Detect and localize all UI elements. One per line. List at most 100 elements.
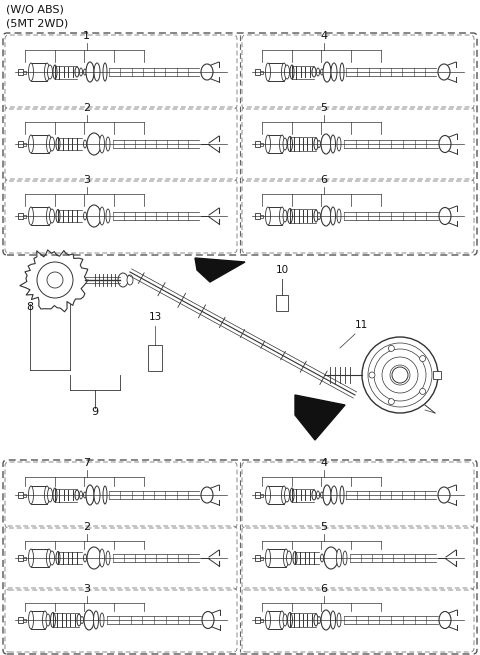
Ellipse shape xyxy=(201,487,213,503)
Bar xyxy=(23,493,26,496)
Ellipse shape xyxy=(49,209,55,223)
Bar xyxy=(23,618,26,622)
Ellipse shape xyxy=(317,141,321,147)
Ellipse shape xyxy=(314,614,318,626)
Bar xyxy=(255,141,260,147)
Circle shape xyxy=(388,345,395,351)
Ellipse shape xyxy=(285,65,289,79)
Ellipse shape xyxy=(28,486,34,504)
Circle shape xyxy=(362,337,438,413)
Circle shape xyxy=(388,399,395,405)
Ellipse shape xyxy=(84,69,86,75)
Ellipse shape xyxy=(337,137,341,151)
Ellipse shape xyxy=(202,612,214,629)
Ellipse shape xyxy=(87,205,101,227)
Ellipse shape xyxy=(86,62,94,82)
Ellipse shape xyxy=(284,549,288,567)
Ellipse shape xyxy=(321,134,331,154)
Ellipse shape xyxy=(81,616,84,624)
Ellipse shape xyxy=(321,492,324,498)
Ellipse shape xyxy=(48,65,52,79)
Ellipse shape xyxy=(331,207,336,225)
Text: 7: 7 xyxy=(83,458,90,468)
Text: 6: 6 xyxy=(320,175,327,185)
Ellipse shape xyxy=(321,69,324,75)
Bar xyxy=(31,135,49,153)
Ellipse shape xyxy=(75,67,79,77)
Bar xyxy=(268,611,282,629)
Bar xyxy=(255,617,260,623)
Text: 3: 3 xyxy=(84,584,90,594)
Ellipse shape xyxy=(317,616,321,624)
Ellipse shape xyxy=(288,612,292,627)
Ellipse shape xyxy=(337,209,341,223)
Ellipse shape xyxy=(99,207,105,225)
Ellipse shape xyxy=(331,135,336,153)
Ellipse shape xyxy=(84,554,86,562)
Ellipse shape xyxy=(265,549,271,567)
Text: 6: 6 xyxy=(320,584,327,594)
Ellipse shape xyxy=(56,138,60,151)
Bar xyxy=(23,214,26,217)
Ellipse shape xyxy=(28,611,34,629)
Bar xyxy=(268,549,286,567)
Ellipse shape xyxy=(56,210,60,223)
Text: 5: 5 xyxy=(320,103,327,113)
Bar xyxy=(23,557,26,559)
Text: 9: 9 xyxy=(91,407,98,417)
Ellipse shape xyxy=(290,488,294,502)
Ellipse shape xyxy=(265,63,271,81)
Ellipse shape xyxy=(288,136,292,151)
Ellipse shape xyxy=(56,552,60,565)
Ellipse shape xyxy=(94,611,98,629)
Ellipse shape xyxy=(118,273,128,287)
Ellipse shape xyxy=(103,486,107,504)
Ellipse shape xyxy=(84,610,94,630)
Ellipse shape xyxy=(285,488,289,502)
Ellipse shape xyxy=(127,275,133,285)
Circle shape xyxy=(392,367,408,383)
Ellipse shape xyxy=(287,551,291,565)
Ellipse shape xyxy=(439,136,451,153)
Ellipse shape xyxy=(94,63,100,81)
Bar xyxy=(18,555,23,561)
Ellipse shape xyxy=(281,63,287,81)
Ellipse shape xyxy=(316,491,320,499)
Ellipse shape xyxy=(80,491,83,499)
Ellipse shape xyxy=(75,490,79,500)
Ellipse shape xyxy=(340,63,344,81)
Text: 10: 10 xyxy=(276,265,288,275)
Ellipse shape xyxy=(324,547,338,569)
Ellipse shape xyxy=(279,135,285,153)
Ellipse shape xyxy=(106,551,110,565)
Bar xyxy=(31,611,45,629)
Ellipse shape xyxy=(321,206,331,226)
Ellipse shape xyxy=(84,492,86,498)
Ellipse shape xyxy=(290,65,294,79)
Ellipse shape xyxy=(103,63,107,81)
Ellipse shape xyxy=(321,554,324,562)
Ellipse shape xyxy=(49,551,55,565)
Ellipse shape xyxy=(283,614,287,626)
Bar xyxy=(268,486,284,504)
Bar xyxy=(31,63,47,81)
Text: 4: 4 xyxy=(320,31,327,41)
Bar xyxy=(255,555,260,561)
Ellipse shape xyxy=(47,549,51,567)
Ellipse shape xyxy=(343,551,347,565)
Ellipse shape xyxy=(87,133,101,155)
Bar xyxy=(276,295,288,311)
Text: (5MT 2WD): (5MT 2WD) xyxy=(6,18,68,28)
Ellipse shape xyxy=(337,613,341,627)
Bar xyxy=(260,493,263,496)
Bar xyxy=(18,69,23,75)
Ellipse shape xyxy=(317,212,321,219)
Circle shape xyxy=(47,272,63,288)
Bar xyxy=(18,492,23,498)
Ellipse shape xyxy=(288,208,292,223)
Ellipse shape xyxy=(106,137,110,151)
Ellipse shape xyxy=(86,485,94,505)
Ellipse shape xyxy=(106,209,110,223)
Bar xyxy=(268,207,282,225)
Ellipse shape xyxy=(340,486,344,504)
